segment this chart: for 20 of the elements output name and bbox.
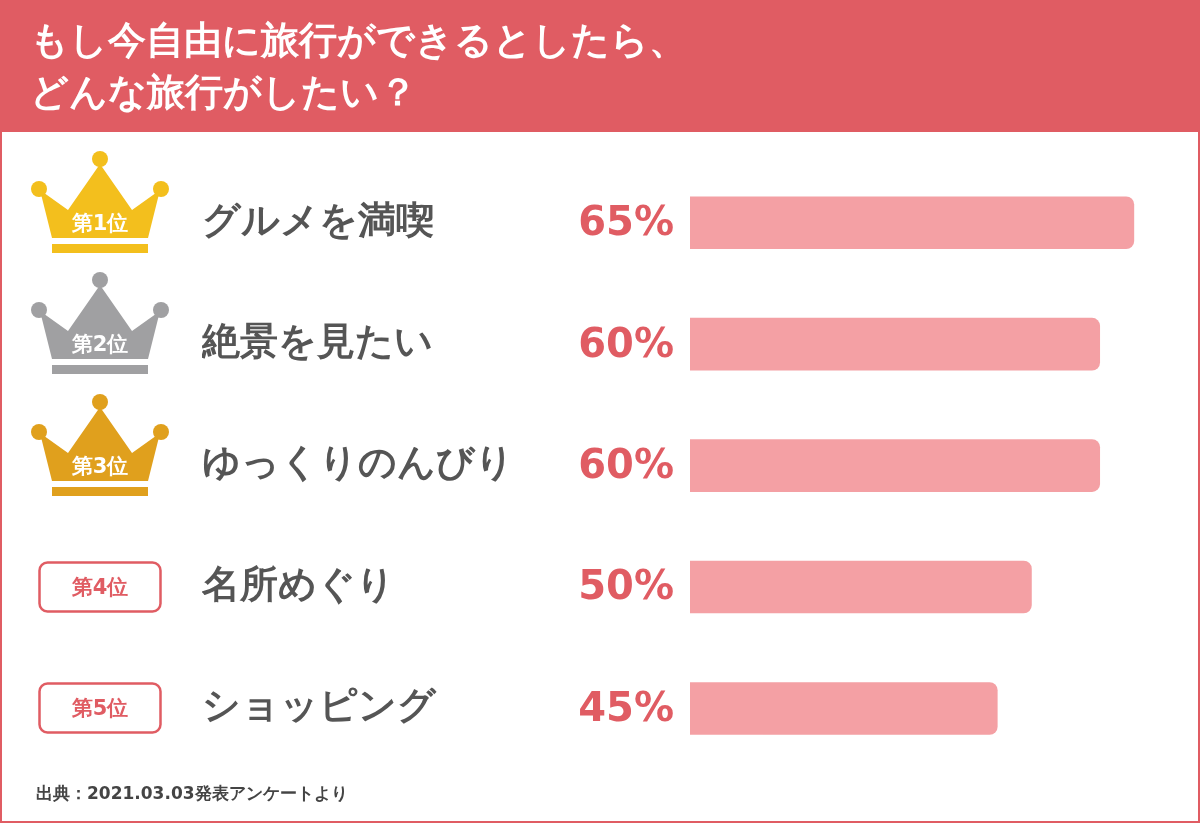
text: 第2位 bbox=[70, 331, 130, 359]
data-label: 65% bbox=[578, 198, 674, 245]
text: 第5位 bbox=[70, 695, 130, 723]
y-tick-label: グルメを満喫 bbox=[202, 197, 434, 242]
y-tick-label: ショッピング bbox=[202, 683, 437, 728]
data-label: 50% bbox=[578, 562, 674, 609]
data-label: 60% bbox=[578, 319, 674, 366]
y-tick-label: ゆっくりのんびり bbox=[202, 440, 514, 485]
bar bbox=[690, 682, 998, 735]
text: 第4位 bbox=[70, 574, 130, 602]
text: 第3位 bbox=[70, 452, 130, 480]
bar bbox=[690, 317, 1101, 371]
data-label: 45% bbox=[578, 683, 674, 730]
data-label: 60% bbox=[578, 440, 674, 487]
text: 第1位 bbox=[70, 209, 130, 237]
bar bbox=[690, 196, 1135, 250]
source-note: 出典：2021.03.03発表アンケートより bbox=[36, 782, 348, 805]
bar bbox=[690, 560, 1032, 614]
bar bbox=[690, 439, 1101, 492]
text: もし今自由に旅行ができるとしたら、どんな旅行がしたい？ bbox=[30, 17, 688, 116]
